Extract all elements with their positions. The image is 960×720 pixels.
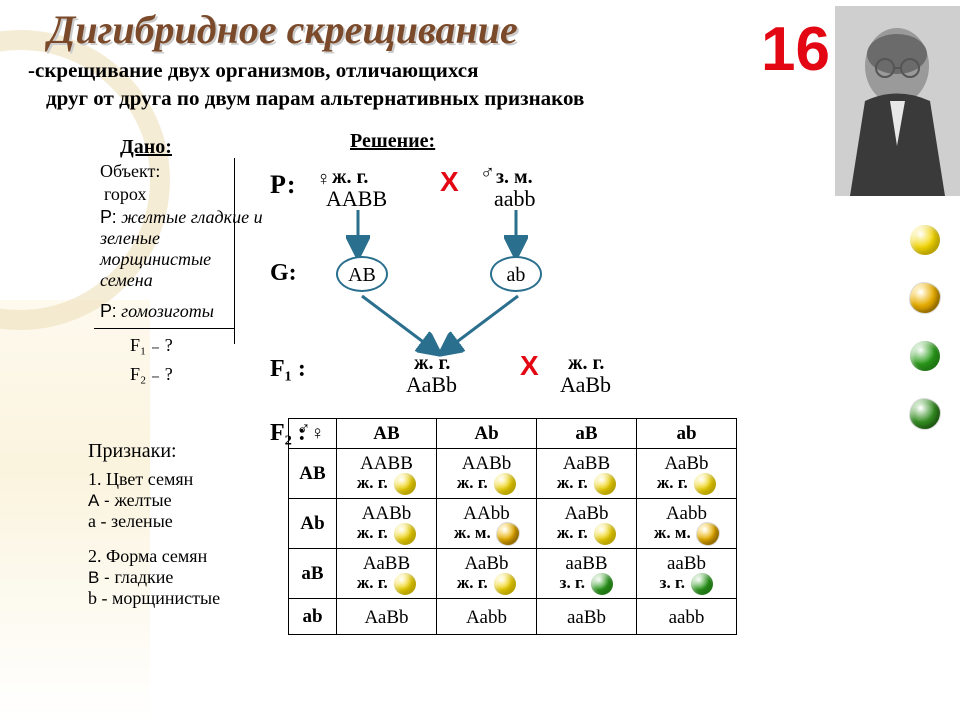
f1-g1: АаВb	[406, 372, 457, 398]
p2-label: Р:	[100, 301, 117, 321]
col-AB: АВ	[337, 419, 437, 449]
row-АВ: АВ	[289, 449, 337, 499]
cell-2-2: ааВВз. г.	[537, 549, 637, 599]
p-row-label: Р:	[270, 170, 296, 200]
p-value: желтые гладкие и зеленые морщинистые сем…	[100, 207, 263, 290]
cell-0-2: АаВВж. г.	[537, 449, 637, 499]
f2-q: F₂ ₋ ?	[130, 364, 265, 385]
cell-3-2: ааВb	[537, 599, 637, 635]
cell-2-1: АаВbж. г.	[437, 549, 537, 599]
subtitle-line1: -скрещивание двух организмов, отличающих…	[28, 58, 478, 82]
allele-a: а - зеленые	[88, 511, 278, 532]
col-ab: аb	[637, 419, 737, 449]
trait1: 1. Цвет семян	[88, 469, 278, 490]
f1-row-label: F₁ :	[270, 356, 306, 383]
cell-3-0: АаВb	[337, 599, 437, 635]
row-аВ: аВ	[289, 549, 337, 599]
punnett-corner: ♂♀	[289, 419, 337, 449]
object-label: Объект:	[100, 161, 265, 182]
divider-vertical	[234, 158, 235, 344]
traits-panel: Признаки: 1. Цвет семян А - желтые а - з…	[88, 440, 278, 609]
cell-3-3: ааbb	[637, 599, 737, 635]
p2-line: Р: гомозиготы	[100, 301, 265, 322]
p-cross: Х	[440, 166, 459, 198]
solution-panel: Решение:	[270, 130, 880, 153]
gamete-AB: АВ	[336, 256, 388, 292]
cell-3-1: Ааbb	[437, 599, 537, 635]
p-mal-genotype: ааbb	[494, 186, 536, 212]
col-aB: аВ	[537, 419, 637, 449]
allele-b: b - морщинистые	[88, 588, 278, 609]
g-row-label: G:	[270, 260, 297, 287]
f1-q: F₁ ₋ ?	[130, 335, 265, 356]
legend-yellow-wrinkled	[910, 283, 940, 313]
subtitle-line2: друг от друга по двум парам альтернативн…	[46, 86, 584, 110]
punnett-square: ♂♀ АВ Аb аВ аb АВААВВж. г. ААВbж. г. АаВ…	[288, 418, 737, 635]
slide-title: Дигибридное скрещивание	[48, 6, 518, 53]
allele-B: В - гладкие	[88, 567, 278, 588]
p2-value: гомозиготы	[121, 301, 214, 321]
p-line: Р: желтые гладкие и зеленые морщинистые …	[100, 207, 265, 291]
cell-1-2: АаВbж. г.	[537, 499, 637, 549]
slide-subtitle: -скрещивание двух организмов, отличающих…	[28, 56, 748, 113]
gamete-ab: аb	[490, 256, 542, 292]
arrow-p-to-g-right	[498, 210, 538, 258]
given-header: Дано:	[120, 136, 265, 159]
p-fem-genotype: ААВВ	[326, 186, 387, 212]
row-Аb: Аb	[289, 499, 337, 549]
legend-green-smooth	[910, 341, 940, 371]
legend-yellow-smooth	[910, 225, 940, 255]
pea-legend	[908, 225, 940, 457]
p-label: Р:	[100, 207, 117, 227]
cell-1-3: Ааbbж. м.	[637, 499, 737, 549]
col-Ab: Аb	[437, 419, 537, 449]
given-panel: Дано: Объект: горох Р: желтые гладкие и …	[100, 136, 265, 385]
cell-1-1: ААbbж. м.	[437, 499, 537, 549]
cell-0-0: ААВВж. г.	[337, 449, 437, 499]
cell-2-3: ааВbз. г.	[637, 549, 737, 599]
cell-1-0: ААВbж. г.	[337, 499, 437, 549]
object-value: горох	[104, 184, 265, 205]
mendel-portrait	[835, 6, 960, 196]
slide-number: 16	[761, 14, 830, 85]
f1-g2: АаВb	[560, 372, 611, 398]
cell-0-1: ААВbж. г.	[437, 449, 537, 499]
traits-header: Признаки:	[88, 440, 278, 463]
cell-0-3: АаВbж. г.	[637, 449, 737, 499]
arrow-g-to-f1-right	[436, 294, 536, 358]
legend-green-wrinkled	[910, 399, 940, 429]
male-symbol: ♂	[480, 162, 495, 185]
row-аb: аb	[289, 599, 337, 635]
allele-A: А - желтые	[88, 490, 278, 511]
cell-2-0: АаВВж. г.	[337, 549, 437, 599]
divider-horizontal	[94, 328, 234, 329]
trait2: 2. Форма семян	[88, 546, 278, 567]
arrow-p-to-g-left	[340, 210, 380, 258]
solution-header: Решение:	[350, 130, 880, 153]
